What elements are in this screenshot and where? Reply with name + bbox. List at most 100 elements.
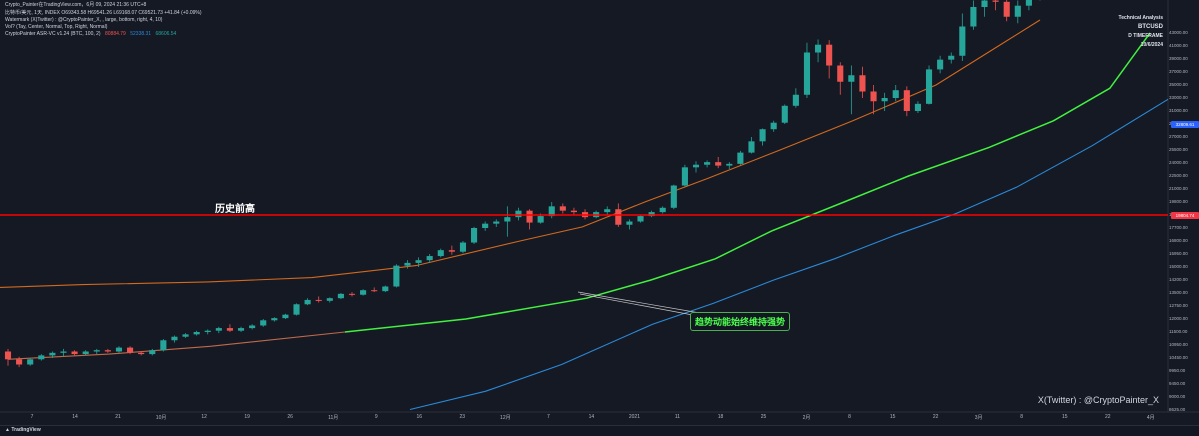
candle-body (282, 314, 289, 319)
candle (149, 348, 156, 356)
brown-ma-line (7, 331, 346, 360)
candle (437, 248, 444, 258)
time-tick-label: 2月 (802, 415, 811, 421)
candle (215, 326, 222, 334)
tradingview-logo[interactable]: ▲ TradingView (5, 427, 41, 433)
orange-ma-line (0, 19, 1041, 288)
candle (1003, 0, 1010, 22)
ohlc-line: 比特币/美元, 1天, INDEX O69343.58 H69541.26 L6… (5, 10, 202, 16)
candle (315, 296, 322, 303)
legend-pair: BTCUSD (1138, 24, 1163, 30)
watermark-text: X(Twitter) : @CryptoPainter_X (1037, 395, 1159, 405)
candle-body (60, 351, 67, 353)
price-tick-label: 41000.00 (1169, 43, 1188, 48)
candle-body (382, 286, 389, 292)
price-tick-label: 37000.00 (1169, 69, 1188, 74)
candle (448, 245, 455, 255)
vol-indicator-line: Vol? (Tay, Center, Normal, Top, Right, N… (5, 24, 108, 30)
candle-body (903, 90, 910, 111)
ath-price-tag: 19804.74 (1171, 212, 1199, 219)
time-tick-label: 14 (588, 414, 595, 420)
callout-leader-line (579, 293, 699, 317)
candle (93, 348, 100, 355)
candle-body (493, 221, 500, 224)
candle-body (948, 55, 955, 60)
candle (526, 209, 533, 230)
candle (504, 206, 511, 237)
candle (681, 164, 688, 187)
time-tick-label: 7 (546, 414, 550, 420)
candle-body (992, 0, 999, 2)
candle (992, 0, 999, 11)
time-tick-label: 10月 (155, 415, 167, 421)
price-tick-label: 9000.00 (1169, 394, 1186, 399)
candle (648, 210, 655, 218)
price-tick-label: 22500.00 (1169, 173, 1188, 178)
time-tick-label: 15 (1061, 414, 1068, 420)
candle (4, 348, 12, 366)
candle (1039, 0, 1041, 1)
candle-body (171, 336, 178, 341)
price-tick-label: 35000.00 (1169, 82, 1188, 87)
price-tick-label: 8625.00 (1169, 407, 1186, 412)
price-tick-label: 15000.00 (1169, 264, 1188, 269)
candle-body (1025, 0, 1032, 6)
momentum-callout: 趋势动能始终维持强势 (690, 312, 791, 331)
candle (249, 324, 256, 330)
candle-body (914, 103, 921, 111)
candle (892, 85, 899, 102)
candle (815, 39, 822, 63)
price-tick-label: 17700.00 (1169, 225, 1188, 230)
candle-body (848, 75, 855, 82)
candle (1025, 0, 1032, 11)
watermark-indicator-line: Watermark (X(Twitter) : @CryptoPainter_X… (5, 17, 163, 23)
candle-body (271, 318, 278, 321)
candle (770, 120, 777, 132)
candle (271, 317, 278, 322)
candle (659, 206, 666, 214)
candle (138, 351, 145, 356)
candle (348, 292, 356, 297)
candle (948, 52, 955, 64)
asr-value-3: 68606.54 (155, 31, 177, 37)
candle (881, 92, 888, 111)
candle-body (315, 299, 322, 301)
candle-body (193, 332, 200, 335)
candle (903, 86, 910, 117)
price-tick-label: 43000.00 (1169, 30, 1188, 35)
candle-body (870, 91, 877, 102)
price-tick-label: 9950.00 (1169, 368, 1186, 373)
candle-body (437, 250, 444, 257)
candle (870, 85, 877, 115)
candle-body (792, 94, 799, 106)
candle (792, 88, 799, 108)
candle (27, 358, 34, 366)
candle-body (304, 299, 311, 305)
candle (360, 289, 367, 296)
candle-body (615, 209, 622, 225)
candle (382, 285, 389, 293)
candle-body (27, 359, 34, 365)
candle (326, 297, 333, 303)
candle (626, 219, 633, 230)
price-tick-label: 31000.00 (1169, 108, 1188, 113)
candle-body (925, 69, 933, 104)
candle (260, 319, 267, 327)
candle-body (748, 141, 755, 153)
price-tick-label: 24000.00 (1169, 160, 1188, 165)
candle-body (859, 75, 866, 92)
candle (970, 0, 977, 30)
candle-body (737, 152, 744, 164)
price-tick-label: 12750.00 (1169, 303, 1188, 308)
candle-body (537, 216, 544, 223)
candle-body (482, 223, 489, 228)
time-tick-label: 16 (416, 414, 423, 420)
candle-body (1003, 1, 1010, 17)
candle-body (404, 262, 411, 266)
candle (848, 65, 855, 115)
time-tick-label: 11月 (328, 415, 339, 421)
candle-body (215, 328, 222, 331)
candle-body (526, 210, 533, 223)
